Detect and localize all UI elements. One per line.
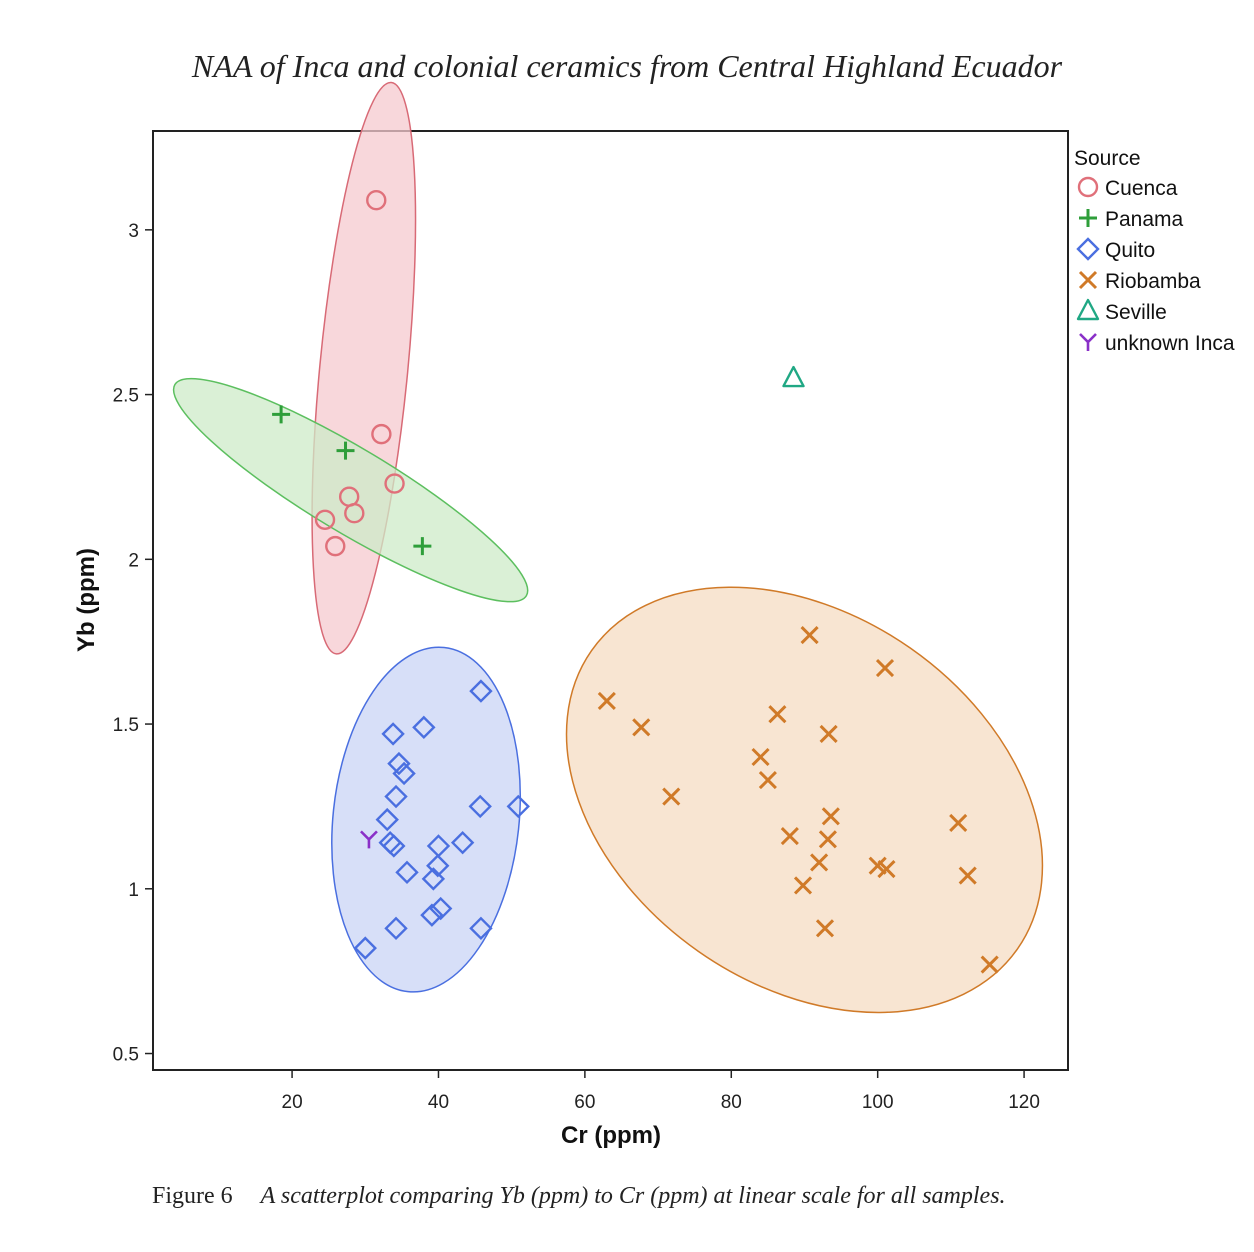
point-quito (421, 867, 446, 891)
point-riobamba (632, 718, 651, 737)
point-riobamba (949, 813, 968, 832)
point-quito (382, 834, 406, 858)
point-riobamba (819, 724, 838, 743)
ellipse-panama (172, 377, 529, 603)
point-riobamba (768, 705, 787, 724)
figure-caption-text: A scatterplot comparing Yb (ppm) to Cr (… (260, 1183, 1006, 1209)
point-quito (469, 916, 493, 941)
plot-frame (152, 130, 1069, 1071)
legend-item-cuenca: Cuenca (1105, 177, 1178, 200)
point-cuenca (325, 535, 346, 557)
point-quito (469, 679, 493, 703)
y-tick-label: 3 (128, 221, 139, 242)
point-riobamba (958, 866, 977, 885)
legend-item-panama: Panama (1105, 208, 1184, 231)
point-quito (384, 916, 408, 941)
y-tick-label: 2 (128, 550, 139, 571)
x-tick-label: 100 (862, 1092, 894, 1113)
point-riobamba (793, 876, 813, 895)
point-quito (420, 903, 444, 927)
x-tick-label: 60 (574, 1092, 595, 1113)
point-quito (412, 715, 436, 740)
ellipse-quito (331, 646, 522, 993)
running-title: NAA of Inca and colonial ceramics from C… (191, 48, 1063, 84)
y-tick-label: 1.5 (113, 715, 139, 736)
point-riobamba (810, 853, 829, 872)
point-quito (395, 860, 419, 885)
point-riobamba (980, 955, 999, 974)
point-cuenca (371, 423, 392, 445)
legend-item-quito: Quito (1105, 239, 1155, 262)
point-riobamba (815, 919, 835, 938)
point-panama (272, 405, 291, 424)
point-riobamba (818, 830, 837, 849)
legend-item-riobamba: Riobamba (1105, 270, 1201, 293)
point-quito (428, 896, 453, 921)
legend-item-unknown-inca: unknown Inca (1105, 332, 1235, 355)
legend-marker-riobamba (1078, 270, 1098, 290)
point-quito (353, 936, 377, 960)
point-riobamba (751, 747, 770, 767)
legend-marker-quito (1076, 237, 1100, 261)
point-panama (336, 441, 355, 460)
legend-marker-seville (1076, 298, 1100, 321)
point-riobamba (780, 827, 799, 846)
point-riobamba (875, 658, 895, 678)
y-tick-label: 2.5 (113, 386, 139, 407)
point-cuenca (384, 473, 405, 494)
point-riobamba (597, 691, 616, 711)
legend-item-seville: Seville (1105, 301, 1167, 324)
x-tick-label: 120 (1008, 1092, 1040, 1113)
point-riobamba (662, 787, 681, 806)
x-tick-label: 80 (721, 1092, 742, 1113)
legend: Source Cuenca Panama Quito Riobamba Seville u… (1074, 147, 1235, 355)
point-seville (782, 365, 805, 388)
point-quito (375, 807, 399, 832)
x-axis-label: Cr (ppm) (561, 1122, 661, 1149)
legend-title: Source (1074, 147, 1141, 170)
legend-marker-panama (1079, 209, 1097, 227)
point-riobamba (758, 771, 777, 790)
point-panama (413, 537, 432, 556)
y-tick-label: 0.5 (113, 1045, 139, 1066)
point-quito (506, 794, 530, 819)
point-riobamba (821, 807, 840, 826)
point-quito (468, 794, 492, 819)
legend-marker-unknown-inca (1079, 333, 1097, 351)
x-tick-label: 40 (428, 1092, 449, 1113)
point-cuenca (314, 509, 336, 530)
point-quito (426, 854, 450, 878)
point-cuenca (344, 502, 365, 524)
figure-label: Figure 6 (152, 1183, 233, 1209)
y-axis-label: Yb (ppm) (73, 548, 100, 652)
point-unknown-inca (360, 830, 378, 849)
point-quito (450, 830, 475, 855)
point-riobamba (800, 626, 819, 645)
point-quito (381, 722, 405, 746)
point-cuenca (366, 189, 387, 211)
point-riobamba (877, 859, 896, 879)
y-tick-label: 1 (128, 880, 139, 901)
legend-marker-cuenca (1077, 176, 1099, 198)
ellipse-riobamba (565, 586, 1044, 1014)
point-quito (384, 784, 408, 809)
x-tick-label: 20 (282, 1092, 303, 1113)
point-quito (392, 761, 416, 786)
point-quito (387, 751, 411, 776)
figure-caption: Figure 6 A scatterplot comparing Yb (ppm… (152, 1183, 1232, 1210)
